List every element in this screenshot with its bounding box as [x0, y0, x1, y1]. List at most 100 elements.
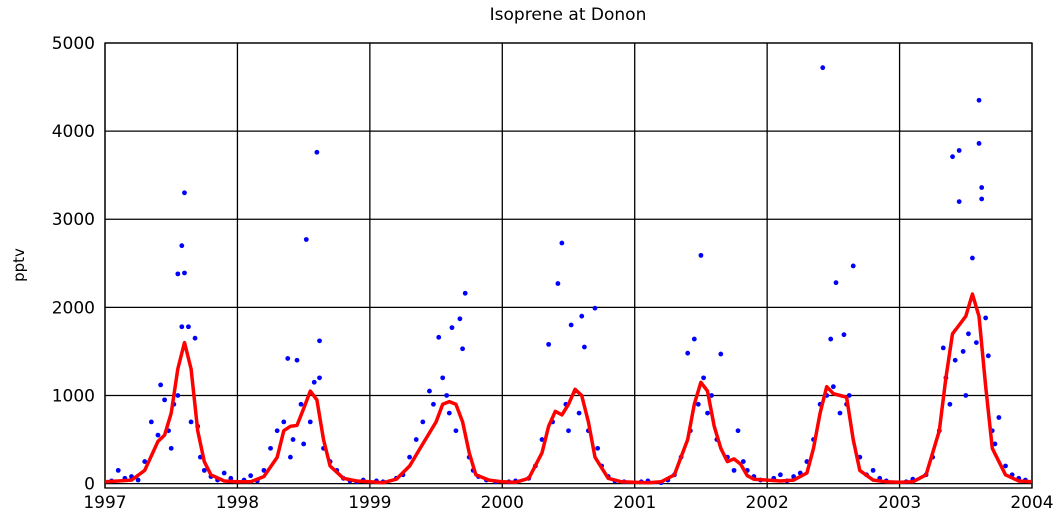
- x-tick-label: 2004: [1010, 493, 1053, 513]
- data-point: [841, 332, 847, 338]
- data-point: [115, 467, 121, 473]
- data-point: [248, 473, 254, 479]
- data-point: [830, 384, 836, 390]
- data-point: [298, 401, 304, 407]
- data-point: [705, 410, 710, 416]
- data-point: [135, 477, 141, 483]
- data-point: [182, 190, 187, 196]
- data-point: [175, 393, 181, 398]
- data-point: [985, 353, 991, 359]
- data-point: [695, 401, 701, 407]
- data-point: [303, 237, 309, 242]
- data-point: [568, 322, 574, 328]
- data-point: [837, 410, 843, 416]
- data-point: [431, 401, 436, 407]
- data-point: [952, 357, 958, 363]
- data-point: [168, 445, 174, 451]
- data-point: [685, 350, 691, 356]
- data-point: [963, 393, 969, 398]
- data-point: [581, 344, 587, 350]
- data-point: [966, 331, 971, 337]
- data-point: [691, 336, 697, 342]
- data-point: [179, 243, 185, 249]
- data-point: [698, 252, 704, 258]
- data-point: [314, 149, 320, 155]
- data-point: [175, 271, 181, 277]
- data-point: [317, 338, 322, 344]
- data-point: [546, 341, 552, 347]
- data-point: [735, 428, 741, 434]
- data-point: [307, 419, 313, 425]
- data-point: [162, 397, 167, 403]
- y-tick-label: 1000: [52, 386, 95, 406]
- data-point: [1003, 463, 1008, 469]
- y-tick-label: 5000: [52, 34, 95, 54]
- x-tick-label: 2000: [481, 493, 524, 513]
- data-point: [436, 334, 442, 340]
- data-point: [179, 324, 185, 330]
- data-point: [740, 459, 746, 464]
- data-point: [288, 454, 293, 460]
- data-point: [870, 467, 876, 473]
- data-point: [427, 388, 432, 394]
- data-point: [182, 270, 187, 276]
- data-point: [413, 437, 419, 442]
- data-point: [579, 313, 585, 319]
- data-point: [460, 346, 465, 352]
- data-point: [940, 345, 946, 351]
- data-point: [444, 393, 450, 398]
- data-point: [833, 280, 839, 286]
- data-point: [192, 335, 198, 341]
- data-point: [718, 351, 724, 357]
- data-point: [446, 410, 452, 416]
- data-point: [828, 336, 834, 342]
- data-point: [268, 445, 273, 451]
- data-point: [576, 410, 582, 416]
- data-point: [731, 467, 737, 473]
- data-point: [850, 263, 856, 269]
- data-point: [142, 459, 148, 464]
- data-point: [148, 419, 154, 425]
- data-point: [956, 199, 962, 205]
- y-tick-label: 4000: [52, 122, 95, 142]
- data-point: [228, 475, 234, 481]
- data-point: [188, 419, 194, 425]
- data-point: [595, 445, 601, 451]
- data-point: [462, 290, 468, 296]
- data-point: [420, 419, 426, 425]
- x-tick-label: 1997: [83, 493, 126, 513]
- data-point: [956, 148, 962, 153]
- x-tick-label: 2003: [878, 493, 921, 513]
- data-point: [979, 185, 985, 190]
- data-point: [976, 97, 982, 103]
- data-point: [440, 375, 446, 381]
- data-point: [290, 437, 296, 442]
- data-point: [457, 316, 463, 322]
- data-point: [996, 415, 1002, 420]
- data-point: [950, 154, 955, 160]
- data-point: [407, 454, 412, 460]
- data-point: [777, 472, 783, 478]
- y-tick-label: 2000: [52, 298, 95, 318]
- data-point: [274, 428, 280, 434]
- x-tick-label: 1998: [216, 493, 259, 513]
- data-point: [983, 315, 989, 321]
- data-point: [453, 428, 459, 434]
- data-point: [979, 196, 985, 202]
- data-point: [449, 325, 455, 331]
- plot-frame: [104, 42, 1033, 489]
- trend-line: [104, 292, 1033, 485]
- data-point: [261, 467, 267, 473]
- data-point: [201, 467, 207, 473]
- data-point: [285, 356, 291, 361]
- data-point: [155, 432, 161, 438]
- y-axis-label: pptv: [10, 248, 28, 282]
- x-tick-label: 2001: [613, 493, 656, 513]
- data-point: [566, 428, 571, 434]
- data-point: [973, 340, 979, 346]
- data-point: [976, 141, 982, 146]
- data-point: [281, 419, 287, 425]
- data-point: [294, 357, 300, 363]
- data-point: [555, 281, 561, 286]
